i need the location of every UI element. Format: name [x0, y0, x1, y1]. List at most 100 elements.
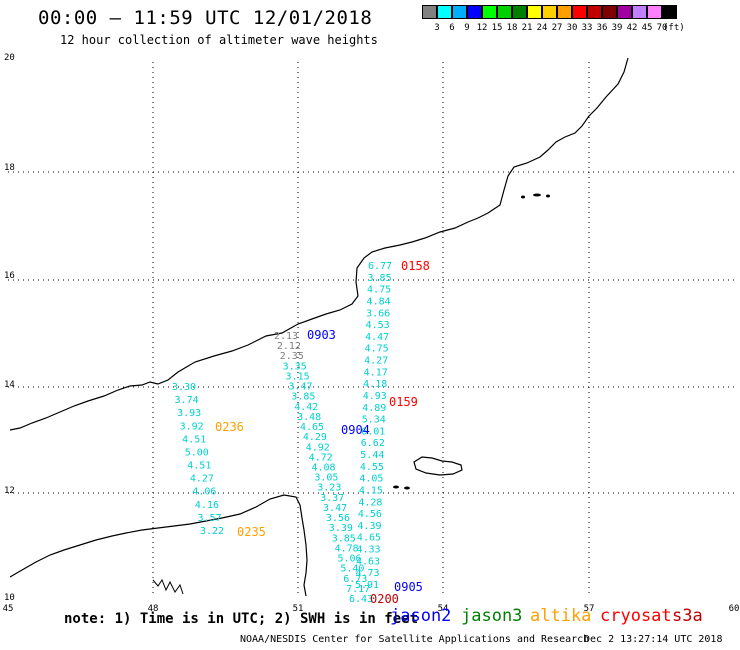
swh-value: 3.47	[288, 382, 312, 393]
swh-value: 6.43	[349, 594, 373, 605]
islet	[546, 194, 550, 198]
swh-value: 4.89	[362, 403, 386, 414]
swh-value: 4.53	[366, 320, 390, 331]
swh-value: 4.73	[355, 568, 379, 579]
footer-credit: NOAA/NESDIS Center for Satellite Applica…	[240, 634, 590, 645]
swh-value: 3.39	[329, 523, 353, 534]
color-scale-label: 21	[521, 23, 533, 33]
color-scale-label: 27	[551, 23, 563, 33]
swh-value: 4.92	[306, 442, 330, 453]
swh-value: 2.13	[274, 331, 298, 342]
axis-tick-labels: 45 48 51 54 57 60 20 18 16 14 12 10	[3, 53, 740, 614]
swh-value: 6.01	[361, 426, 385, 437]
swh-value: 3.85	[368, 273, 392, 284]
color-swatch	[452, 5, 467, 19]
swh-value: 3.93	[177, 408, 201, 419]
color-scale-label: 24	[536, 23, 548, 33]
swh-value: 3.48	[297, 412, 321, 423]
legend-jason2: jason2	[390, 606, 452, 626]
swh-value: 2.35	[280, 351, 304, 362]
color-swatch	[512, 5, 527, 19]
swh-value: 4.27	[364, 356, 388, 367]
swh-value: 6.73	[343, 574, 367, 585]
color-scale-label: 70	[656, 23, 668, 33]
lon-tick-label: 48	[148, 604, 159, 614]
swh-value: 4.29	[303, 432, 327, 443]
swh-value: 4.75	[367, 285, 391, 296]
swh-value: 4.39	[357, 521, 381, 532]
swh-value: 3.66	[366, 308, 390, 319]
color-swatch	[497, 5, 512, 19]
color-scale-label: 42	[626, 23, 638, 33]
islet	[393, 485, 399, 489]
swh-value: 4.18	[363, 379, 387, 390]
pass-time-label: 0235	[237, 525, 266, 539]
swh-value: 5.44	[360, 450, 384, 461]
units-note: note: 1) Time is in UTC; 2) SWH is in fe…	[64, 611, 419, 627]
color-swatch	[422, 5, 437, 19]
swh-value: 3.05	[314, 473, 338, 484]
swh-value: 4.72	[309, 452, 333, 463]
pass-time-label: 0159	[389, 395, 418, 409]
color-scale-label: 18	[506, 23, 518, 33]
pass-time-label: 0904	[341, 423, 370, 437]
swh-value: 4.08	[312, 463, 336, 474]
swh-value: 2.12	[277, 341, 301, 352]
swh-value: 4.42	[294, 402, 318, 413]
color-scale-label: 36	[596, 23, 608, 33]
swh-value: 3.47	[323, 503, 347, 514]
swh-value: 3.57	[197, 513, 221, 524]
lon-tick-label: 51	[293, 604, 304, 614]
swh-value: 4.55	[360, 462, 384, 473]
swh-value: 4.28	[358, 497, 382, 508]
swh-value: 4.56	[358, 509, 382, 520]
color-swatch	[632, 5, 647, 19]
color-scale-label: 30	[566, 23, 578, 33]
lon-tick-label: 54	[438, 604, 449, 614]
color-swatch	[602, 5, 617, 19]
swh-value: 4.05	[359, 474, 383, 485]
legend-altika: altika	[530, 606, 592, 626]
swh-value: 3.35	[283, 361, 307, 372]
swh-value: 4.15	[359, 485, 383, 496]
color-scale-unit: (ft)	[663, 23, 685, 33]
color-swatch	[617, 5, 632, 19]
swh-value: 4.51	[187, 461, 211, 472]
color-scale-label: 33	[581, 23, 593, 33]
swh-value: 3.15	[286, 371, 310, 382]
swh-value: 3.92	[180, 421, 204, 432]
swh-value: 4.75	[365, 344, 389, 355]
swh-value: 4.78	[335, 543, 359, 554]
legend-s3a: s3a	[672, 606, 703, 626]
color-scale-label: 6	[449, 23, 455, 33]
swh-value: 4.33	[356, 545, 380, 556]
somalia-coastline	[9, 494, 308, 597]
pass-time-label: 0236	[215, 420, 244, 434]
coast-detail	[152, 578, 184, 595]
lon-tick-label: 57	[584, 604, 595, 614]
pass-time-label: 0200	[370, 592, 399, 606]
lat-tick-label: 16	[4, 271, 15, 281]
color-scale-label: 3	[434, 23, 440, 33]
swh-value: 4.27	[190, 474, 214, 485]
color-scale-label: 39	[611, 23, 623, 33]
swh-value: 4.65	[300, 422, 324, 433]
lat-tick-label: 10	[4, 593, 15, 603]
swh-value: 3.23	[317, 483, 341, 494]
lat-lon-grid	[8, 62, 734, 596]
swh-value: 4.84	[367, 296, 391, 307]
swh-value: 4.51	[182, 434, 206, 445]
pass-time-label: 0903	[307, 328, 336, 342]
swh-value: 4.47	[365, 332, 389, 343]
color-scale-label: 9	[464, 23, 470, 33]
color-swatch	[572, 5, 587, 19]
map-title: 00:00 – 11:59 UTC 12/01/2018	[38, 7, 373, 29]
swh-value: 3.56	[326, 513, 350, 524]
color-swatch	[437, 5, 452, 19]
swh-value: 4.06	[192, 487, 216, 498]
color-swatch	[557, 5, 572, 19]
color-swatch	[647, 5, 662, 19]
lon-tick-label: 45	[3, 604, 14, 614]
swh-value: 3.37	[320, 493, 344, 504]
swh-value-labels: 6.773.854.754.843.664.534.474.754.274.17…	[172, 261, 392, 605]
